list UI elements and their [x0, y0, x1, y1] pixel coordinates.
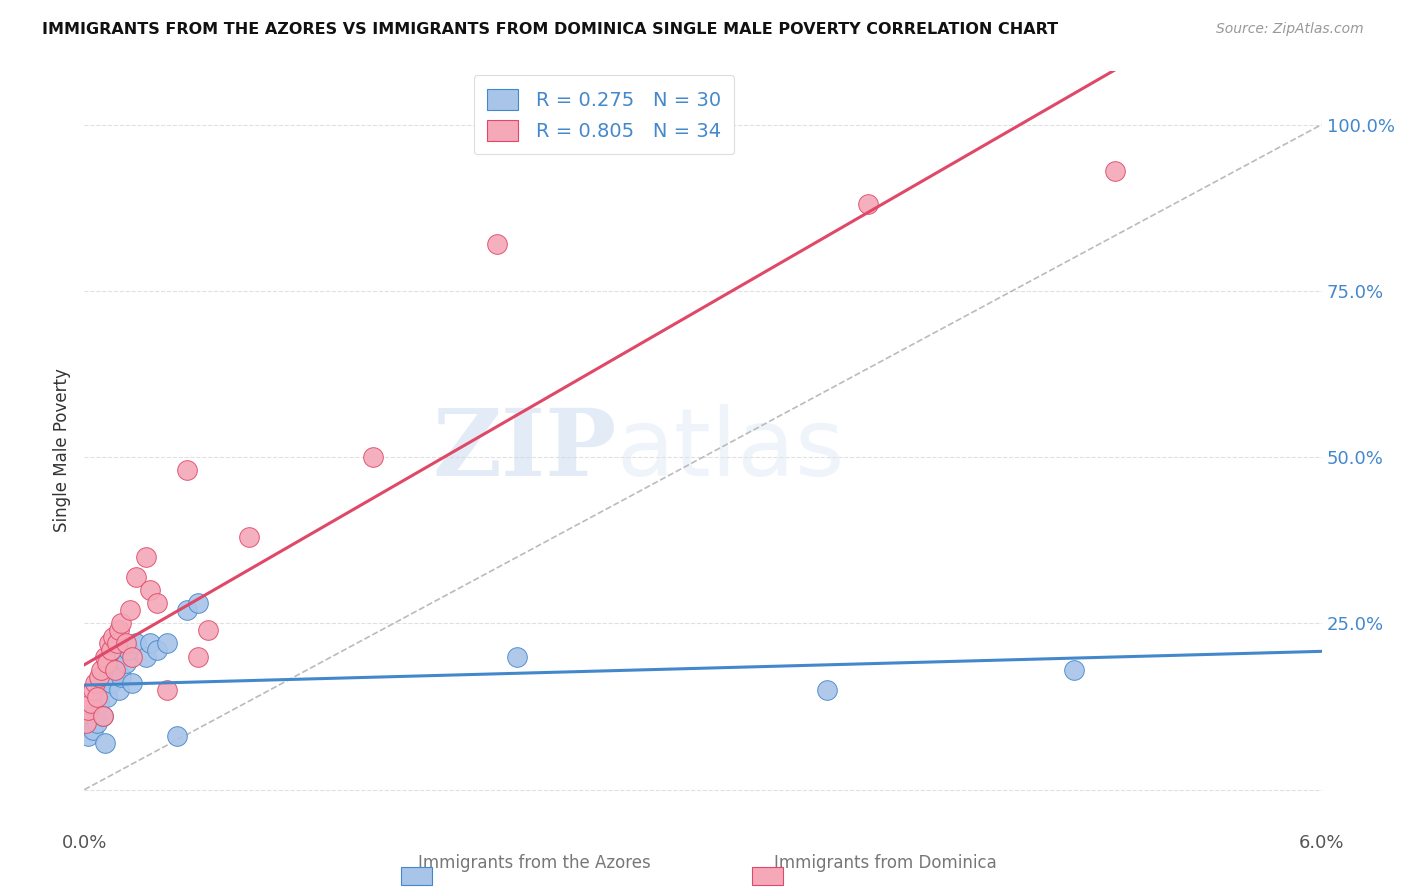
- Point: [79, 696, 101, 710]
- Point: [86, 716, 108, 731]
- Point: [86, 690, 108, 704]
- Point: [94, 736, 117, 750]
- Text: Immigrants from Dominica: Immigrants from Dominica: [775, 855, 997, 872]
- Point: [98, 636, 121, 650]
- Text: Source: ZipAtlas.com: Source: ZipAtlas.com: [1216, 22, 1364, 37]
- Point: [91, 709, 114, 723]
- Point: [125, 636, 148, 650]
- Point: [145, 643, 167, 657]
- Point: [1063, 663, 1085, 677]
- Point: [75, 716, 97, 731]
- Point: [82, 682, 104, 697]
- Point: [176, 463, 198, 477]
- Point: [485, 237, 508, 252]
- Text: Immigrants from the Azores: Immigrants from the Azores: [418, 855, 651, 872]
- Point: [100, 676, 122, 690]
- Point: [91, 709, 114, 723]
- Point: [110, 616, 132, 631]
- Text: atlas: atlas: [616, 404, 845, 497]
- Point: [187, 649, 209, 664]
- Point: [145, 596, 167, 610]
- Point: [187, 596, 209, 610]
- Point: [94, 649, 117, 664]
- Point: [121, 649, 143, 664]
- Point: [105, 636, 128, 650]
- Point: [100, 643, 122, 657]
- Point: [79, 709, 101, 723]
- Point: [82, 723, 104, 737]
- Point: [361, 450, 384, 464]
- Point: [166, 730, 188, 744]
- Point: [105, 663, 128, 677]
- Point: [156, 682, 179, 697]
- Point: [90, 663, 112, 677]
- Text: IMMIGRANTS FROM THE AZORES VS IMMIGRANTS FROM DOMINICA SINGLE MALE POVERTY CORRE: IMMIGRANTS FROM THE AZORES VS IMMIGRANTS…: [42, 22, 1059, 37]
- Point: [77, 730, 100, 744]
- Point: [139, 583, 162, 598]
- Point: [139, 636, 162, 650]
- Point: [90, 682, 112, 697]
- Point: [125, 570, 148, 584]
- Point: [77, 703, 100, 717]
- Point: [114, 657, 136, 671]
- Point: [108, 682, 131, 697]
- Point: [135, 549, 157, 564]
- Point: [135, 649, 157, 664]
- Point: [856, 197, 879, 211]
- Point: [103, 630, 125, 644]
- Point: [506, 649, 529, 664]
- Point: [118, 603, 141, 617]
- Point: [238, 530, 260, 544]
- Y-axis label: Single Male Poverty: Single Male Poverty: [53, 368, 72, 533]
- Point: [1104, 164, 1126, 178]
- Point: [87, 670, 110, 684]
- Point: [96, 690, 118, 704]
- Point: [83, 703, 105, 717]
- Point: [815, 682, 838, 697]
- Point: [104, 649, 127, 664]
- Point: [108, 623, 131, 637]
- Point: [197, 623, 219, 637]
- Point: [121, 676, 143, 690]
- Point: [117, 643, 139, 657]
- Legend: R = 0.275   N = 30, R = 0.805   N = 34: R = 0.275 N = 30, R = 0.805 N = 34: [474, 75, 734, 154]
- Point: [96, 657, 118, 671]
- Point: [110, 670, 132, 684]
- Point: [176, 603, 198, 617]
- Point: [75, 716, 97, 731]
- Point: [156, 636, 179, 650]
- Point: [114, 636, 136, 650]
- Point: [87, 696, 110, 710]
- Point: [104, 663, 127, 677]
- Text: ZIP: ZIP: [432, 406, 616, 495]
- Point: [83, 676, 105, 690]
